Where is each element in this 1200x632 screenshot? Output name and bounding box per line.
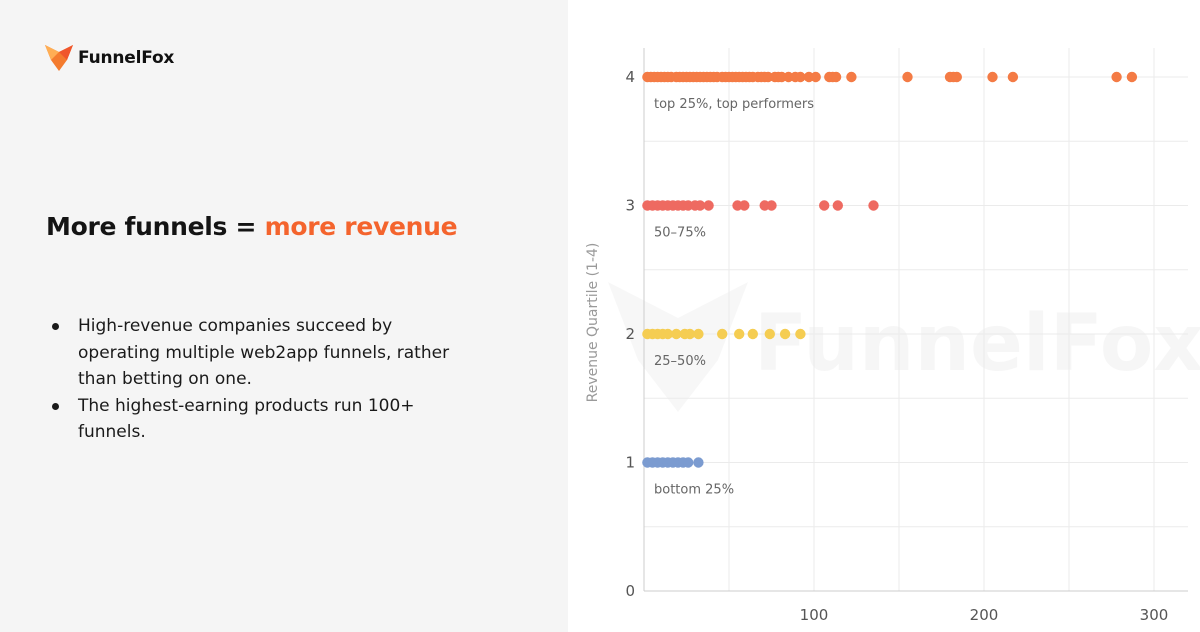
data-point — [693, 328, 704, 340]
headline-accent: more revenue — [264, 212, 458, 241]
chart-axes: 0 1 2 3 4 100 200 300 Revenue Quartile (1-4) — [585, 48, 1188, 624]
data-point — [868, 200, 879, 211]
x-tick-label: 300 — [1140, 606, 1169, 624]
data-point — [703, 200, 714, 211]
y-axis-title: Revenue Quartile (1-4) — [585, 243, 601, 403]
quartile-label: 25–50% — [654, 354, 706, 369]
data-point — [987, 71, 998, 83]
fox-logo-icon — [45, 45, 73, 71]
data-point — [739, 200, 750, 211]
data-point — [662, 328, 673, 340]
data-point — [819, 200, 830, 211]
data-point — [1007, 71, 1019, 83]
brand-logo: FunnelFox — [45, 45, 174, 71]
brand-name: FunnelFox — [78, 48, 175, 68]
data-point — [683, 457, 694, 468]
quartile-label: top 25%, top performers — [654, 97, 814, 112]
data-point — [693, 457, 704, 468]
data-point — [902, 71, 913, 83]
watermark-fox-icon — [608, 282, 748, 412]
y-tick-label: 1 — [625, 454, 635, 472]
data-point — [779, 328, 791, 340]
x-tick-label: 100 — [800, 606, 829, 624]
y-tick-label: 2 — [625, 325, 635, 343]
data-point — [764, 328, 775, 340]
watermark-text: FunnelFox — [754, 299, 1200, 389]
data-point — [1126, 71, 1138, 83]
data-point — [694, 200, 706, 211]
left-panel: FunnelFox More funnels = more revenue Hi… — [0, 0, 568, 632]
quartile-label: bottom 25% — [654, 483, 734, 498]
headline-main: More funnels = — [46, 212, 265, 241]
data-point — [832, 200, 843, 211]
data-point — [846, 71, 857, 83]
quartile-label: 50–75% — [654, 226, 706, 241]
page-headline: More funnels = more revenue — [46, 212, 458, 241]
bullet-item: The highest-earning products run 100+ fu… — [48, 393, 478, 446]
data-point — [766, 200, 777, 211]
chart-points — [642, 71, 1138, 468]
data-point — [810, 71, 821, 83]
y-tick-label: 0 — [625, 582, 635, 600]
data-point — [717, 328, 728, 340]
bullet-item: High-revenue companies succeed by operat… — [48, 313, 478, 393]
data-point — [951, 71, 962, 83]
data-point — [734, 328, 745, 340]
data-point — [747, 328, 758, 340]
scatter-chart: FunnelFox 0 1 2 3 4 100 200 300 Revenue Quartile… — [585, 48, 1200, 624]
chart-labels: top 25%, top performers 50–75% 25–50% botto… — [654, 97, 814, 498]
watermark: FunnelFox — [608, 282, 1200, 412]
bullet-list: High-revenue companies succeed by operat… — [48, 313, 478, 446]
x-tick-label: 200 — [970, 606, 999, 624]
data-point — [671, 328, 682, 340]
y-tick-label: 4 — [625, 68, 635, 86]
data-point — [830, 71, 842, 83]
data-point — [1111, 71, 1122, 83]
data-point — [795, 71, 806, 83]
data-point — [795, 328, 806, 340]
y-tick-label: 3 — [625, 197, 635, 215]
data-point — [684, 328, 696, 340]
